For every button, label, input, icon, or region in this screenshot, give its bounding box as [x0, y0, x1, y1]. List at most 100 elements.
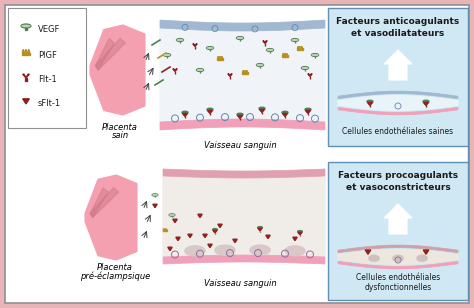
- Polygon shape: [423, 103, 428, 106]
- Polygon shape: [283, 53, 284, 55]
- Polygon shape: [263, 41, 265, 43]
- Polygon shape: [193, 44, 195, 46]
- Polygon shape: [283, 114, 288, 116]
- Bar: [328, 8, 468, 146]
- Ellipse shape: [237, 113, 243, 116]
- Polygon shape: [308, 74, 310, 76]
- Ellipse shape: [185, 246, 205, 256]
- Polygon shape: [338, 91, 458, 99]
- Bar: [284, 116, 285, 118]
- Polygon shape: [26, 74, 29, 78]
- Bar: [26, 78, 27, 81]
- Polygon shape: [221, 56, 222, 59]
- Bar: [300, 235, 301, 236]
- Text: sFlt-1: sFlt-1: [38, 99, 61, 108]
- Ellipse shape: [423, 100, 429, 103]
- Polygon shape: [198, 214, 202, 217]
- Bar: [200, 70, 201, 73]
- Polygon shape: [90, 25, 145, 115]
- Bar: [166, 55, 167, 58]
- Polygon shape: [203, 234, 207, 237]
- Ellipse shape: [311, 54, 319, 56]
- Polygon shape: [95, 38, 125, 70]
- Polygon shape: [258, 229, 262, 231]
- Polygon shape: [228, 74, 230, 76]
- Polygon shape: [163, 229, 164, 230]
- Text: dysfonctionnelles: dysfonctionnelles: [365, 283, 432, 293]
- Polygon shape: [168, 247, 172, 251]
- Ellipse shape: [207, 47, 213, 48]
- Text: pré-éclampsique: pré-éclampsique: [80, 271, 150, 281]
- Ellipse shape: [21, 24, 31, 28]
- Bar: [426, 105, 427, 107]
- Polygon shape: [175, 69, 177, 71]
- Polygon shape: [164, 229, 165, 230]
- Ellipse shape: [257, 227, 263, 229]
- Bar: [163, 230, 167, 231]
- Ellipse shape: [164, 54, 171, 56]
- Polygon shape: [160, 119, 325, 130]
- Ellipse shape: [292, 39, 298, 40]
- Polygon shape: [163, 176, 325, 257]
- Ellipse shape: [298, 231, 302, 233]
- Ellipse shape: [369, 255, 379, 261]
- Bar: [217, 59, 223, 60]
- Bar: [239, 118, 240, 120]
- Bar: [229, 76, 230, 79]
- Ellipse shape: [177, 39, 183, 40]
- Text: Vaisseau sanguin: Vaisseau sanguin: [204, 140, 276, 149]
- Polygon shape: [286, 53, 288, 55]
- Text: Placenta: Placenta: [97, 264, 133, 273]
- Polygon shape: [218, 224, 222, 228]
- Ellipse shape: [393, 255, 403, 261]
- Text: Cellules endothéliales: Cellules endothéliales: [356, 274, 440, 282]
- Ellipse shape: [207, 108, 213, 111]
- Ellipse shape: [197, 69, 203, 71]
- Ellipse shape: [250, 245, 270, 255]
- Polygon shape: [338, 107, 458, 115]
- Polygon shape: [218, 56, 219, 59]
- Polygon shape: [195, 44, 197, 46]
- Polygon shape: [213, 230, 217, 233]
- Ellipse shape: [292, 38, 299, 41]
- Ellipse shape: [266, 49, 273, 51]
- Polygon shape: [423, 250, 429, 254]
- Polygon shape: [338, 245, 458, 253]
- Text: Placenta: Placenta: [102, 124, 138, 132]
- Polygon shape: [306, 111, 310, 114]
- Ellipse shape: [152, 194, 158, 196]
- Polygon shape: [299, 46, 301, 48]
- Polygon shape: [25, 49, 27, 53]
- Bar: [172, 215, 173, 217]
- Ellipse shape: [207, 47, 213, 49]
- Bar: [264, 43, 265, 46]
- Text: VEGF: VEGF: [38, 26, 60, 34]
- Polygon shape: [233, 239, 237, 243]
- Polygon shape: [208, 244, 212, 248]
- Polygon shape: [298, 46, 299, 48]
- Bar: [262, 112, 263, 114]
- Text: Vaisseau sanguin: Vaisseau sanguin: [204, 279, 276, 289]
- Polygon shape: [163, 255, 325, 264]
- Bar: [22, 53, 30, 55]
- Bar: [328, 162, 468, 300]
- Ellipse shape: [169, 214, 175, 216]
- Polygon shape: [22, 49, 24, 53]
- Ellipse shape: [282, 111, 288, 114]
- Text: Flt-1: Flt-1: [38, 75, 57, 84]
- Ellipse shape: [215, 245, 235, 255]
- Polygon shape: [338, 261, 458, 269]
- Bar: [282, 55, 288, 57]
- Polygon shape: [259, 110, 264, 112]
- Bar: [308, 113, 309, 115]
- Polygon shape: [219, 56, 221, 59]
- Ellipse shape: [302, 67, 308, 68]
- Polygon shape: [284, 53, 286, 55]
- FancyArrow shape: [384, 50, 412, 80]
- Polygon shape: [23, 99, 29, 104]
- Bar: [8, 8, 86, 128]
- Text: Facteurs procoagulants: Facteurs procoagulants: [338, 172, 458, 180]
- Polygon shape: [27, 49, 30, 53]
- Text: et vasodilatateurs: et vasodilatateurs: [351, 30, 445, 38]
- Ellipse shape: [417, 255, 427, 261]
